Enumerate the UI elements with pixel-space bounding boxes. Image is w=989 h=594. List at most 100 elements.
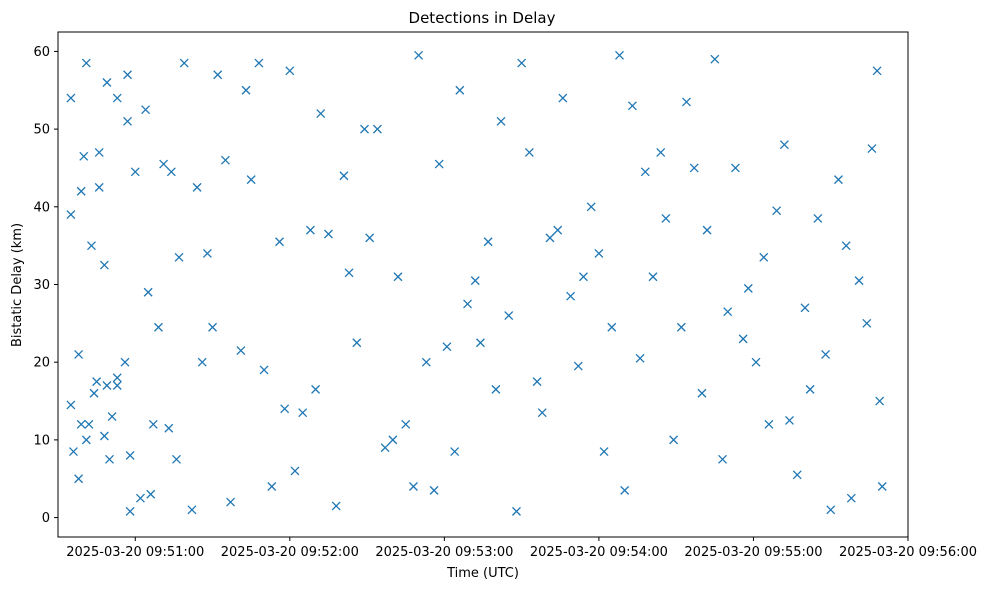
data-point: [208, 322, 218, 332]
data-point: [164, 423, 174, 433]
data-point: [290, 466, 300, 476]
data-point: [566, 291, 576, 301]
data-point: [743, 283, 753, 293]
data-point: [751, 357, 761, 367]
data-point: [254, 58, 264, 68]
data-point: [94, 182, 104, 192]
data-point: [862, 318, 872, 328]
data-point: [339, 171, 349, 181]
data-point: [236, 346, 246, 355]
data-point: [463, 299, 473, 309]
data-point: [607, 322, 617, 332]
data-point: [872, 66, 882, 76]
data-point: [702, 225, 712, 235]
x-tick-label: 2025-03-20 09:51:00: [66, 545, 204, 560]
data-point: [66, 400, 76, 410]
data-point: [123, 116, 133, 126]
data-point: [470, 276, 480, 286]
data-point: [656, 147, 666, 157]
data-point: [187, 505, 197, 515]
x-tick-label: 2025-03-20 09:55:00: [684, 545, 822, 560]
data-point: [94, 147, 104, 157]
data-point: [76, 186, 86, 196]
data-point: [738, 334, 748, 344]
data-point: [421, 357, 431, 367]
data-point: [854, 276, 864, 286]
data-point: [615, 50, 624, 60]
data-point: [537, 408, 547, 418]
data-point: [130, 167, 140, 177]
data-markers: [66, 50, 887, 516]
data-point: [267, 482, 277, 491]
data-point: [197, 357, 207, 367]
data-point: [141, 105, 151, 115]
data-point: [697, 388, 707, 398]
x-axis-label: Time (UTC): [446, 566, 519, 581]
data-point: [792, 470, 802, 480]
data-point: [352, 338, 362, 348]
data-point: [365, 233, 375, 243]
data-point: [875, 396, 885, 406]
data-point: [372, 124, 382, 134]
data-point: [759, 252, 769, 262]
data-point: [172, 454, 181, 464]
data-point: [429, 485, 439, 495]
data-point: [800, 303, 810, 313]
data-point: [877, 482, 887, 491]
data-point: [620, 485, 630, 495]
data-point: [517, 58, 527, 68]
data-point: [323, 229, 333, 239]
data-point: [867, 144, 877, 153]
data-point: [648, 272, 658, 282]
data-point: [558, 93, 568, 103]
data-point: [331, 501, 341, 511]
data-point: [316, 109, 326, 119]
data-point: [102, 381, 112, 390]
data-point: [833, 175, 843, 185]
data-point: [764, 419, 774, 429]
data-point: [450, 447, 460, 456]
data-point: [298, 408, 308, 418]
data-point: [107, 412, 117, 422]
data-point: [483, 237, 493, 247]
data-point: [455, 85, 465, 95]
data-point: [661, 214, 671, 223]
data-point: [259, 365, 269, 375]
data-point: [785, 416, 794, 425]
data-point: [120, 357, 130, 367]
data-point: [718, 454, 728, 464]
data-point: [146, 489, 156, 499]
data-point: [99, 431, 109, 441]
data-point: [344, 268, 354, 278]
data-point: [710, 54, 720, 64]
data-point: [135, 493, 145, 503]
y-tick-label: 10: [33, 433, 50, 448]
data-point: [821, 349, 831, 359]
data-point: [841, 241, 851, 251]
data-point: [174, 252, 184, 262]
data-point: [220, 155, 230, 165]
data-point: [524, 147, 534, 157]
data-point: [682, 97, 691, 107]
data-point: [414, 50, 424, 60]
chart-title: Detections in Delay: [409, 9, 556, 27]
data-point: [192, 182, 202, 192]
data-point: [442, 342, 452, 352]
data-point: [102, 78, 112, 87]
data-point: [112, 373, 122, 383]
data-point: [213, 70, 223, 80]
x-tick-label: 2025-03-20 09:52:00: [221, 545, 359, 560]
data-point: [689, 163, 699, 173]
data-point: [81, 58, 91, 68]
data-point: [87, 241, 96, 251]
data-point: [143, 287, 153, 297]
data-point: [779, 140, 789, 150]
data-point: [627, 101, 637, 111]
data-point: [68, 447, 78, 456]
data-point: [246, 175, 256, 185]
data-point: [504, 311, 514, 321]
data-point: [153, 322, 163, 332]
data-point: [393, 272, 403, 282]
y-tick-label: 30: [33, 278, 50, 293]
x-axis: 2025-03-20 09:51:00 2025-03-20 09:52:00 20…: [66, 537, 977, 560]
